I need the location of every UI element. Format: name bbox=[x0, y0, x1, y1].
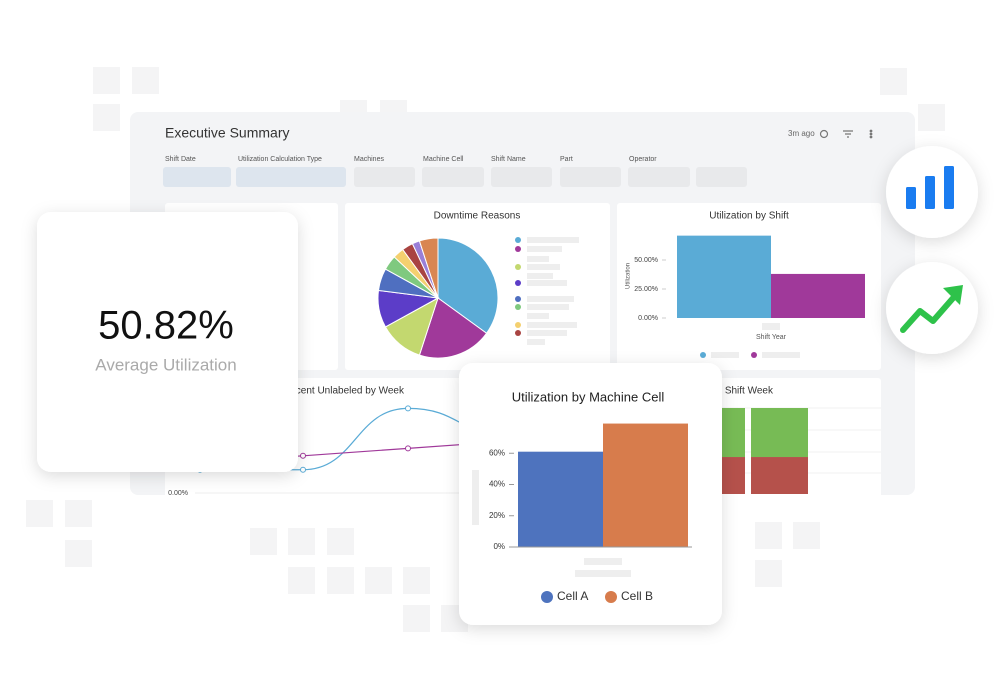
bar bbox=[677, 235, 771, 318]
dashboard-title: Executive Summary bbox=[165, 125, 289, 141]
bar-segment bbox=[751, 408, 808, 458]
pie-slice bbox=[418, 297, 488, 359]
y-tick-label: 0.00% bbox=[638, 315, 658, 322]
y-axis-label: Utilization bbox=[626, 263, 632, 289]
kpi-value: 50.82% bbox=[98, 304, 234, 348]
y-tick-label: 0.00% bbox=[168, 490, 188, 497]
shift-legend bbox=[700, 323, 800, 358]
machine-cell-card: Utilization by Machine Cell 0% 20% 40% 60% Ce… bbox=[459, 363, 722, 625]
legend-swatch bbox=[541, 591, 553, 603]
updated: 3m ago bbox=[788, 129, 815, 138]
chart-title: Downtime Reasons bbox=[434, 211, 521, 222]
y-tick-label: 0% bbox=[493, 542, 505, 551]
legend-label: Cell B bbox=[621, 589, 653, 603]
legend-swatch bbox=[605, 591, 617, 603]
bar bbox=[603, 423, 688, 547]
y-tick-label: 25.00% bbox=[634, 286, 658, 293]
filter-label: Utilization Calculation Type bbox=[238, 156, 322, 163]
point bbox=[300, 452, 306, 459]
pie-legend bbox=[515, 237, 579, 345]
filter-boxes[interactable] bbox=[163, 167, 747, 187]
bar bbox=[518, 451, 603, 547]
y-tick-label: 40% bbox=[489, 480, 505, 489]
icon-buttons bbox=[886, 146, 978, 354]
pie-slice bbox=[437, 237, 499, 334]
chart-title: Utilization by Machine Cell bbox=[512, 389, 665, 404]
filter-label: Shift Name bbox=[491, 156, 526, 163]
kpi-label: Average Utilization bbox=[95, 355, 236, 374]
toolbar-icons[interactable] bbox=[819, 129, 873, 139]
point bbox=[405, 445, 411, 452]
filter-label: Part bbox=[560, 156, 573, 163]
y-tick-label: 20% bbox=[489, 511, 505, 520]
point bbox=[300, 466, 306, 473]
pie-slice bbox=[418, 237, 439, 299]
point bbox=[405, 405, 411, 412]
bar bbox=[771, 273, 865, 318]
x-axis-label: Shift Year bbox=[756, 334, 787, 341]
filter-label: Machine Cell bbox=[423, 156, 464, 163]
legend-label: Cell A bbox=[557, 589, 588, 603]
y-tick-label: 60% bbox=[489, 448, 505, 457]
chart-title: Utilization by Shift bbox=[709, 211, 789, 222]
chart-title: Percent Unlabeled by Week bbox=[280, 386, 405, 397]
filter-label: Operator bbox=[629, 156, 657, 163]
bar-segment bbox=[751, 457, 808, 494]
filter-label: Machines bbox=[354, 156, 384, 163]
kpi-card: 50.82% Average Utilization bbox=[37, 212, 298, 472]
filter-label: Shift Date bbox=[165, 156, 196, 163]
y-tick-label: 50.00% bbox=[634, 257, 658, 264]
